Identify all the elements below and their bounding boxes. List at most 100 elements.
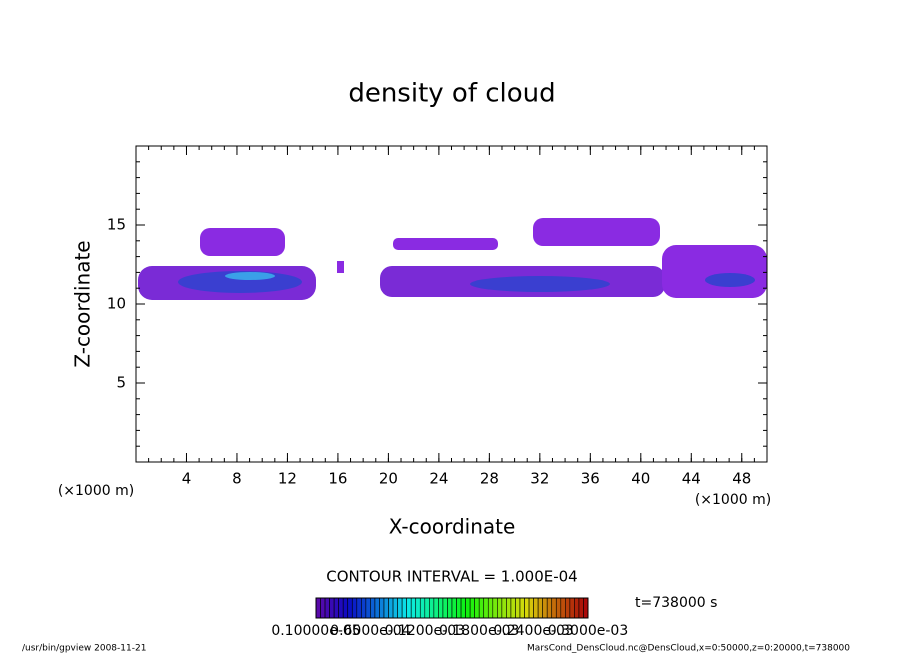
colorbar-cell	[519, 597, 525, 619]
colorbar-frame	[315, 597, 589, 619]
colorbar-cell	[569, 597, 575, 619]
colorbar-cell	[320, 597, 326, 619]
colorbar-cell	[370, 597, 376, 619]
colorbar-label: 0.1800e-03	[439, 623, 519, 639]
x-axis-label: X-coordinate	[389, 515, 516, 539]
colorbar	[315, 597, 589, 619]
x-tick-label: 44	[682, 470, 701, 488]
colorbar-cell	[510, 597, 516, 619]
plot-frame	[135, 145, 768, 463]
colorbar-cell	[542, 597, 548, 619]
x-tick-label: 36	[581, 470, 600, 488]
colorbar-label: 0.10000e-05	[271, 623, 360, 639]
colorbar-cell	[365, 597, 371, 619]
x-tick-label: 12	[278, 470, 297, 488]
colorbar-cell	[456, 597, 462, 619]
colorbar-cell	[483, 597, 489, 619]
cloud-patch	[337, 261, 344, 273]
x-tick-label: 24	[429, 470, 448, 488]
y-unit: (×1000 m)	[58, 483, 134, 499]
colorbar-cell	[578, 597, 584, 619]
colorbar-cell	[528, 597, 534, 619]
cloud-core	[470, 276, 610, 292]
colorbar-cell	[515, 597, 521, 619]
y-axis-label: Z-coordinate	[71, 240, 95, 367]
colorbar-label: 0.1200e-03	[385, 623, 465, 639]
colorbar-cell	[460, 597, 466, 619]
x-tick-label: 16	[328, 470, 347, 488]
colorbar-cell	[356, 597, 362, 619]
colorbar-cell	[383, 597, 389, 619]
chart-title: density of cloud	[348, 79, 555, 109]
colorbar-cell	[501, 597, 507, 619]
colorbar-cell	[338, 597, 344, 619]
contour-interval: CONTOUR INTERVAL = 1.000E-04	[326, 568, 577, 586]
colorbar-cell	[374, 597, 380, 619]
cloud-patch	[200, 228, 285, 256]
colorbar-cell	[465, 597, 471, 619]
x-tick-label: 28	[480, 470, 499, 488]
colorbar-cell	[447, 597, 453, 619]
time-label: t=738000 s	[635, 595, 717, 611]
colorbar-cell	[506, 597, 512, 619]
x-tick-label: 20	[379, 470, 398, 488]
x-tick-label: 48	[732, 470, 751, 488]
colorbar-cell	[315, 597, 321, 619]
footer-left: /usr/bin/gpview 2008-11-21	[22, 644, 146, 654]
colorbar-cell	[410, 597, 417, 619]
colorbar-cell	[424, 597, 430, 619]
colorbar-cell	[401, 597, 407, 619]
colorbar-cell	[451, 597, 457, 619]
colorbar-cell	[546, 597, 553, 619]
colorbar-cell	[433, 597, 439, 619]
cloud-core	[705, 273, 755, 287]
colorbar-cell	[524, 597, 530, 619]
colorbar-cell	[574, 597, 580, 619]
cloud-patch	[533, 218, 660, 246]
colorbar-cell	[329, 597, 335, 619]
x-tick-label: 32	[530, 470, 549, 488]
colorbar-cell	[533, 597, 539, 619]
colorbar-cell	[347, 597, 353, 619]
colorbar-cell	[442, 597, 448, 619]
colorbar-cell	[379, 597, 385, 619]
colorbar-cell	[397, 597, 403, 619]
colorbar-cell	[406, 597, 412, 619]
colorbar-cell	[537, 597, 543, 619]
colorbar-label: 0.2400e-03	[493, 623, 573, 639]
x-unit: (×1000 m)	[695, 492, 771, 508]
colorbar-cell	[324, 597, 330, 619]
colorbar-cell	[487, 597, 494, 619]
y-tick-label: 10	[107, 295, 126, 313]
colorbar-cell	[469, 597, 475, 619]
colorbar-cell	[583, 597, 589, 619]
colorbar-cell	[497, 597, 503, 619]
colorbar-cell	[551, 597, 557, 619]
colorbar-cell	[351, 597, 358, 619]
colorbar-cell	[565, 597, 571, 619]
colorbar-label: 0.3000e-03	[548, 623, 628, 639]
cloud-field	[138, 218, 767, 300]
colorbar-cell	[388, 597, 394, 619]
colorbar-label: 0.6000e-04	[330, 623, 411, 639]
colorbar-cell	[474, 597, 480, 619]
colorbar-cell	[555, 597, 562, 619]
colorbar-cell	[392, 597, 398, 619]
colorbar-cell	[478, 597, 485, 619]
x-tick-label: 4	[182, 470, 192, 488]
colorbar-cell	[361, 597, 367, 619]
colorbar-cell	[429, 597, 435, 619]
cloud-patch	[393, 238, 498, 250]
colorbar-cell	[342, 597, 349, 619]
cloud-patch	[662, 245, 767, 298]
footer-right: MarsCond_DensCloud.nc@DensCloud,x=0:5000…	[527, 644, 850, 654]
x-tick-label: 8	[232, 470, 242, 488]
y-tick-label: 5	[116, 374, 126, 392]
colorbar-cell	[492, 597, 498, 619]
colorbar-cell	[333, 597, 339, 619]
cloud-core	[225, 272, 275, 280]
colorbar-cell	[419, 597, 426, 619]
y-tick-label: 15	[107, 216, 126, 234]
colorbar-cell	[415, 597, 421, 619]
